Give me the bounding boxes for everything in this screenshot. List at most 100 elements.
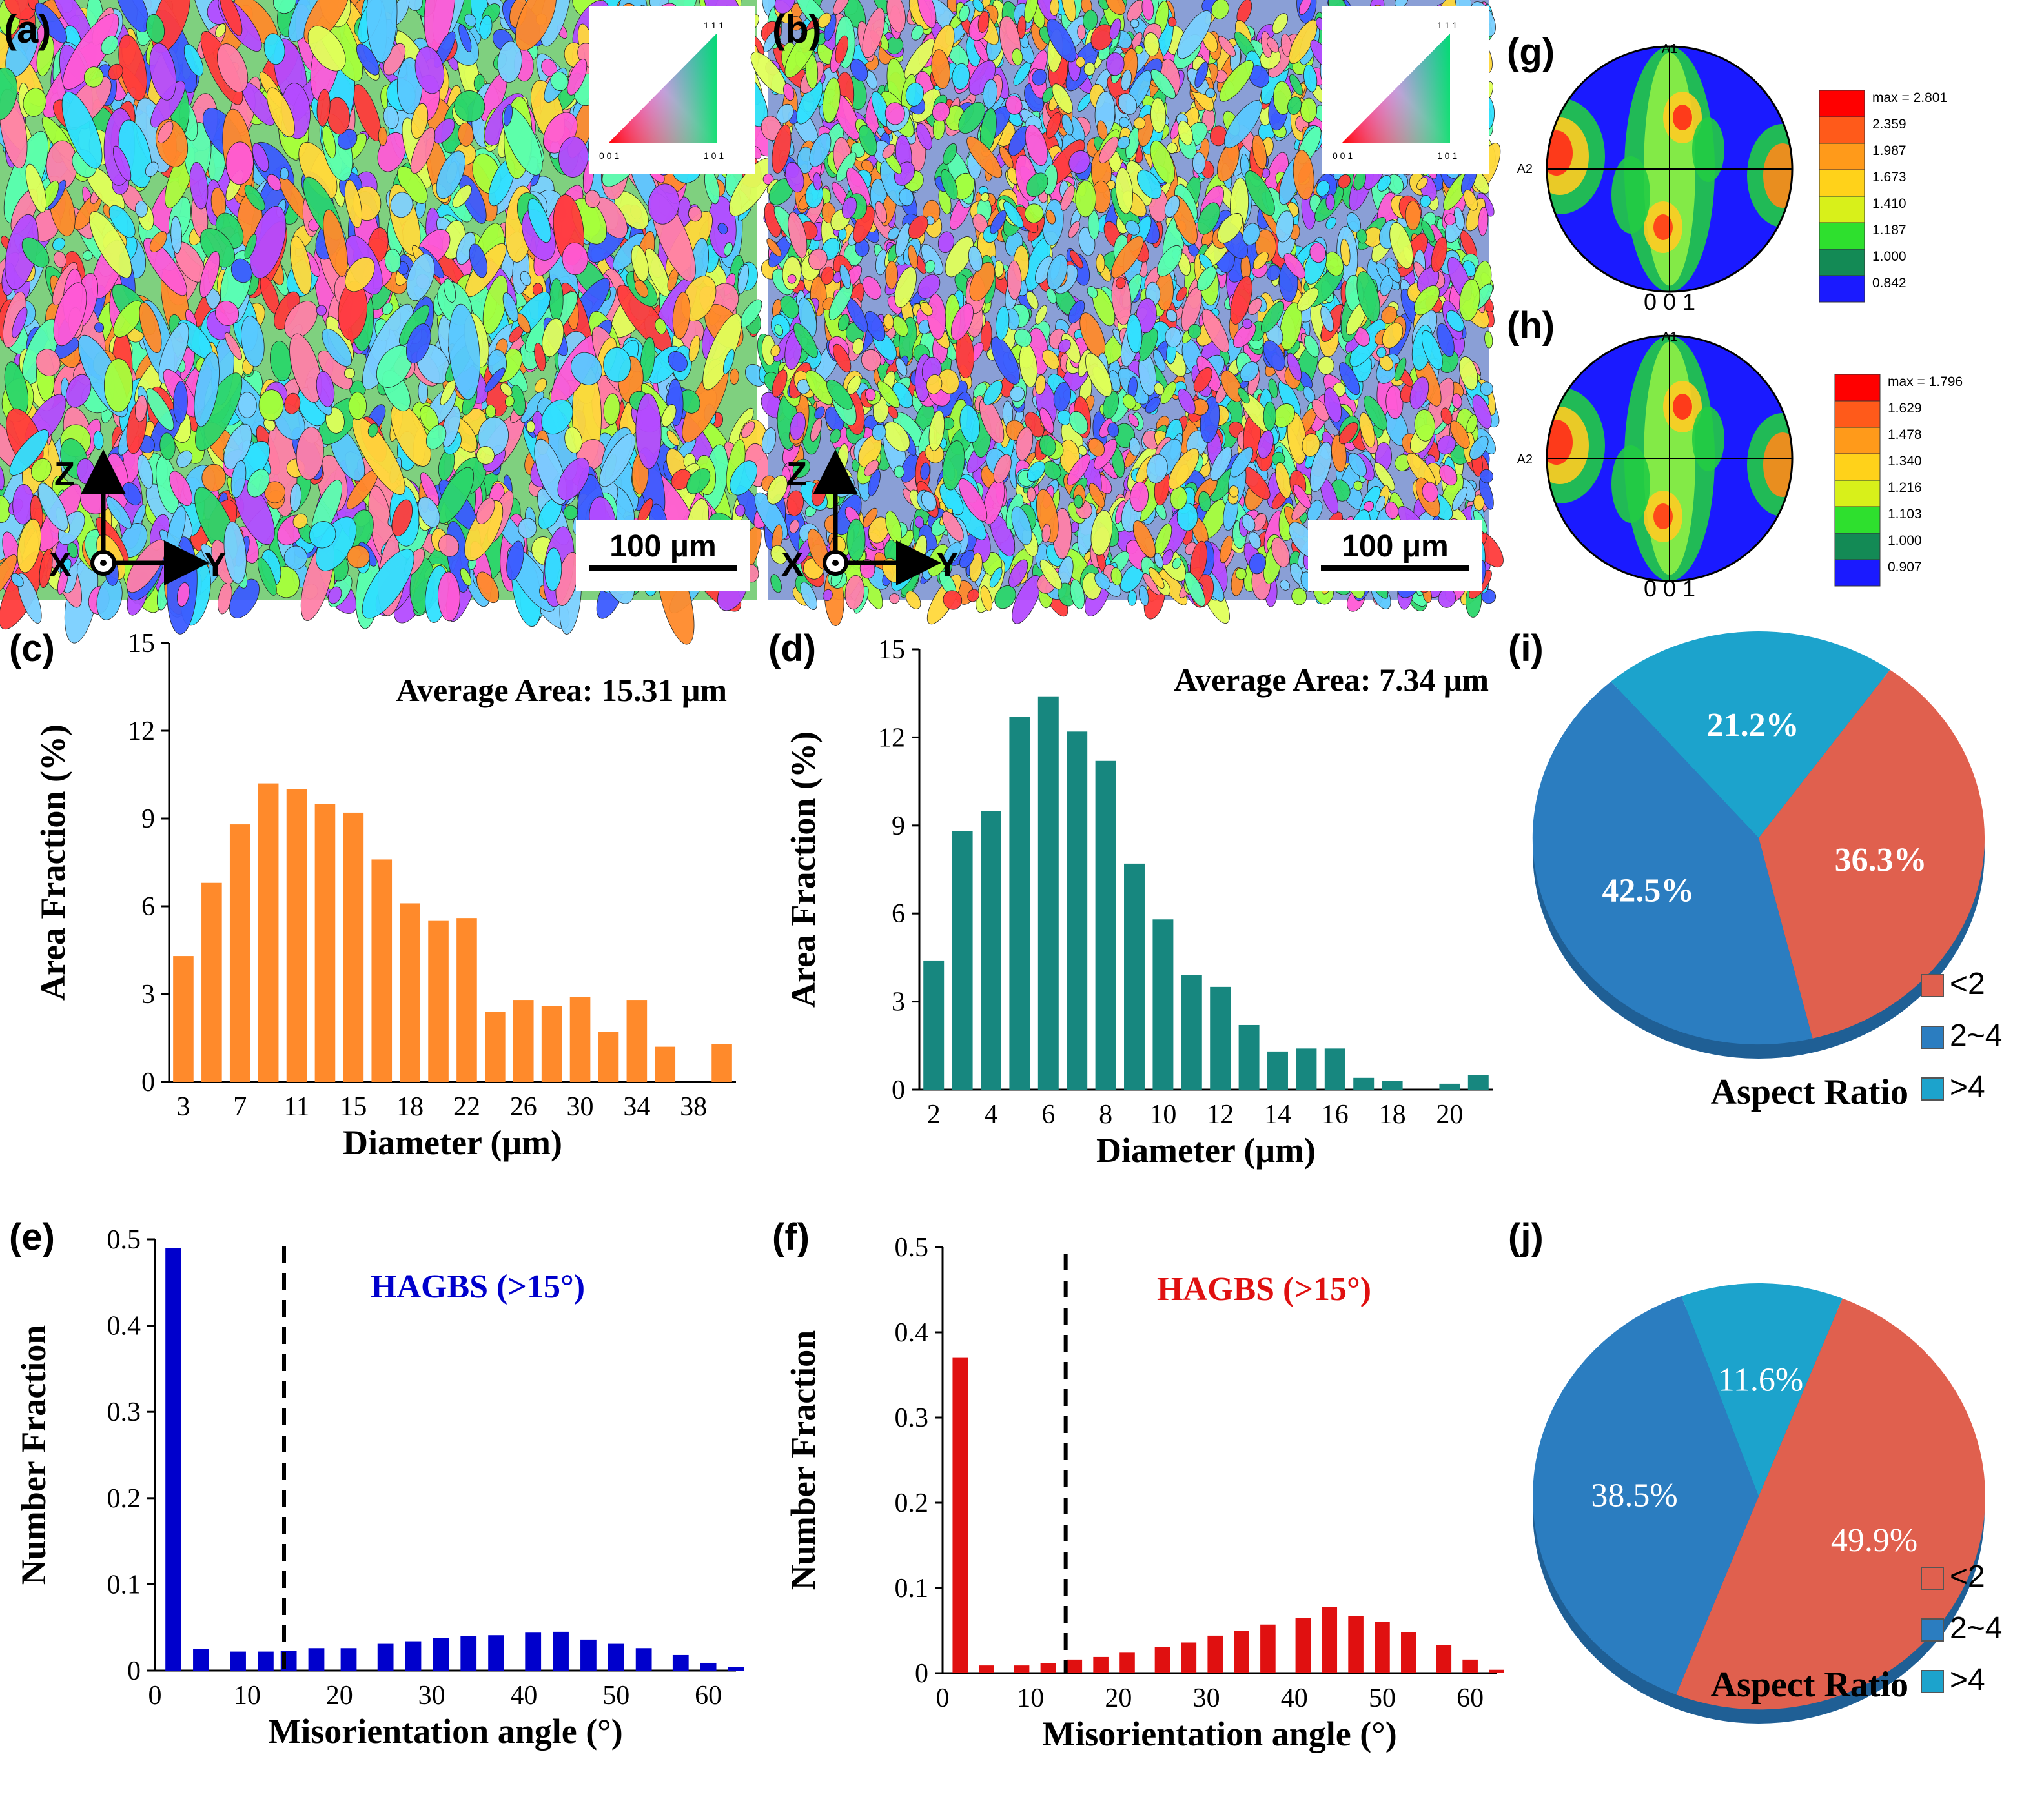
x-tick-label: 16 xyxy=(1322,1100,1349,1130)
ipf-label-111-a: 1 1 1 xyxy=(704,20,724,30)
pie-slice xyxy=(1681,1283,1843,1496)
bar xyxy=(343,812,364,1082)
x-tick-label: 3 xyxy=(176,1092,190,1122)
x-tick-label: 10 xyxy=(1017,1683,1044,1713)
x-tick-label: 34 xyxy=(623,1092,650,1122)
bar xyxy=(635,1648,652,1671)
y-tick-label: 0.4 xyxy=(895,1318,929,1348)
y-tick-label: 0 xyxy=(141,1068,155,1097)
x-tick-label: 40 xyxy=(1281,1683,1308,1713)
bar xyxy=(1154,1647,1170,1673)
pie-slice-label: 49.9% xyxy=(1831,1522,1917,1559)
y-tick-label: 0.3 xyxy=(107,1398,141,1427)
bar xyxy=(377,1643,394,1671)
ebsd-map-b: 1 1 1 0 0 1 1 0 1 100 μm Z X Y (b) xyxy=(750,0,1504,626)
x-axis-title: Misorientation angle (°) xyxy=(1042,1714,1397,1753)
x-tick-label: 8 xyxy=(1099,1100,1112,1130)
bar xyxy=(433,1638,449,1671)
bar xyxy=(525,1632,542,1671)
bar xyxy=(485,1012,506,1082)
pole-label-left-g: A2 xyxy=(1517,162,1533,176)
x-tick-label: 26 xyxy=(510,1092,537,1122)
bar xyxy=(952,1358,968,1673)
density-legend-h: max = 1.796 1.629 1.478 1.340 1.216 1.103 1.00… xyxy=(1834,374,1963,587)
bar xyxy=(1009,717,1030,1090)
legend-value: max = 1.796 xyxy=(1888,374,1963,389)
bar xyxy=(700,1662,717,1671)
bar xyxy=(405,1641,422,1671)
pie-legend-label: >4 xyxy=(1950,1070,1985,1104)
y-axis-title: Number Fraction xyxy=(784,1330,823,1590)
pie-legend-swatch xyxy=(1921,1077,1944,1101)
bar xyxy=(308,1648,325,1671)
x-tick-label: 15 xyxy=(340,1092,367,1122)
y-tick-label: 0.3 xyxy=(895,1403,929,1433)
x-axis-title: Diameter (μm) xyxy=(1096,1131,1316,1170)
x-tick-label: 20 xyxy=(326,1681,353,1711)
legend-swatch xyxy=(1819,222,1865,250)
pole-label-top-g: A1 xyxy=(1662,42,1677,56)
y-axis-title: Number Fraction xyxy=(14,1325,53,1585)
bar xyxy=(1295,1618,1311,1673)
ipf-label-001-b: 0 0 1 xyxy=(1333,150,1353,161)
legend-value: 1.000 xyxy=(1888,533,1922,548)
chart-d: (d) 0 3 6 9 12 15 2 4 6 8 10 12 14 16 18 20 Average Area:… xyxy=(768,627,1493,1170)
x-tick-label: 6 xyxy=(1041,1100,1055,1130)
x-tick-label: 50 xyxy=(1369,1683,1396,1713)
bar xyxy=(230,1651,246,1671)
pie-slice-label: 21.2% xyxy=(1707,707,1799,744)
y-tick-label: 12 xyxy=(128,717,155,746)
bar xyxy=(201,882,222,1082)
pole-figure-g: (g) A1 A2 0 0 1 max = 2.801 2.359 1.987 1.6… xyxy=(1507,31,1947,315)
bar xyxy=(1234,1631,1249,1673)
bar xyxy=(580,1639,597,1671)
bar xyxy=(1324,1048,1345,1090)
bar xyxy=(1210,986,1231,1090)
chart-e: (e) 0 0.1 0.2 0.3 0.4 0.5 0 10 20 30 40 50 60 HAGBS (>… xyxy=(9,1216,744,1751)
scalebar-a: 100 μm xyxy=(576,520,750,591)
legend-swatch xyxy=(1834,374,1881,402)
x-tick-label: 20 xyxy=(1105,1683,1132,1713)
legend-swatch xyxy=(1834,453,1881,481)
y-tick-label: 6 xyxy=(892,899,905,929)
y-tick-label: 0.4 xyxy=(107,1312,141,1341)
bar xyxy=(655,1046,676,1082)
bar xyxy=(728,1667,744,1671)
pole-label-bottom-h: 0 0 1 xyxy=(1644,575,1695,602)
x-tick-label: 60 xyxy=(695,1681,722,1711)
legend-value: 1.216 xyxy=(1888,480,1922,495)
panel-label-h: (h) xyxy=(1507,305,1555,347)
bar xyxy=(1124,863,1145,1090)
legend-swatch xyxy=(1834,400,1881,428)
panel-label-g: (g) xyxy=(1507,31,1555,73)
chart-f: (f) 0 0.1 0.2 0.3 0.4 0.5 0 10 20 30 40 50 60 HAGBS (>… xyxy=(772,1216,1504,1753)
bar xyxy=(340,1648,357,1671)
bar xyxy=(1489,1669,1504,1673)
chart-j: (j) 49.9% 38.5% 11.6% <2 2~4 >4 Aspect Ratio xyxy=(1508,1216,2002,1724)
y-tick-label: 9 xyxy=(892,811,905,841)
pie-legend-label: <2 xyxy=(1950,967,1985,1001)
pie-legend-label: 2~4 xyxy=(1950,1611,2002,1645)
bar xyxy=(456,918,477,1082)
x-axis-title: Misorientation angle (°) xyxy=(268,1712,623,1751)
scalebar-b: 100 μm xyxy=(1308,520,1482,591)
legend-value: 1.478 xyxy=(1888,427,1922,442)
pie-legend-swatch xyxy=(1921,974,1944,997)
bar xyxy=(1348,1616,1364,1673)
legend-value: 1.103 xyxy=(1888,507,1922,522)
pie-legend-swatch xyxy=(1921,1618,1944,1642)
x-tick-label: 60 xyxy=(1456,1683,1484,1713)
pie-slice xyxy=(1759,669,1985,1039)
legend-swatch xyxy=(1819,275,1865,303)
average-area-annotation: Average Area: 15.31 μm xyxy=(396,672,727,708)
panel-label-j: (j) xyxy=(1508,1216,1544,1258)
legend-swatch xyxy=(1834,506,1881,534)
axis-x-label-b: X xyxy=(781,546,804,584)
bar xyxy=(258,783,279,1082)
y-tick-label: 0.2 xyxy=(895,1489,929,1518)
legend-value: 1.987 xyxy=(1872,143,1906,158)
scalebar-label-b: 100 μm xyxy=(1342,529,1448,564)
pie-slice-label: 38.5% xyxy=(1591,1478,1677,1514)
bar xyxy=(513,1000,534,1082)
pie-legend-label: <2 xyxy=(1950,1560,1985,1594)
